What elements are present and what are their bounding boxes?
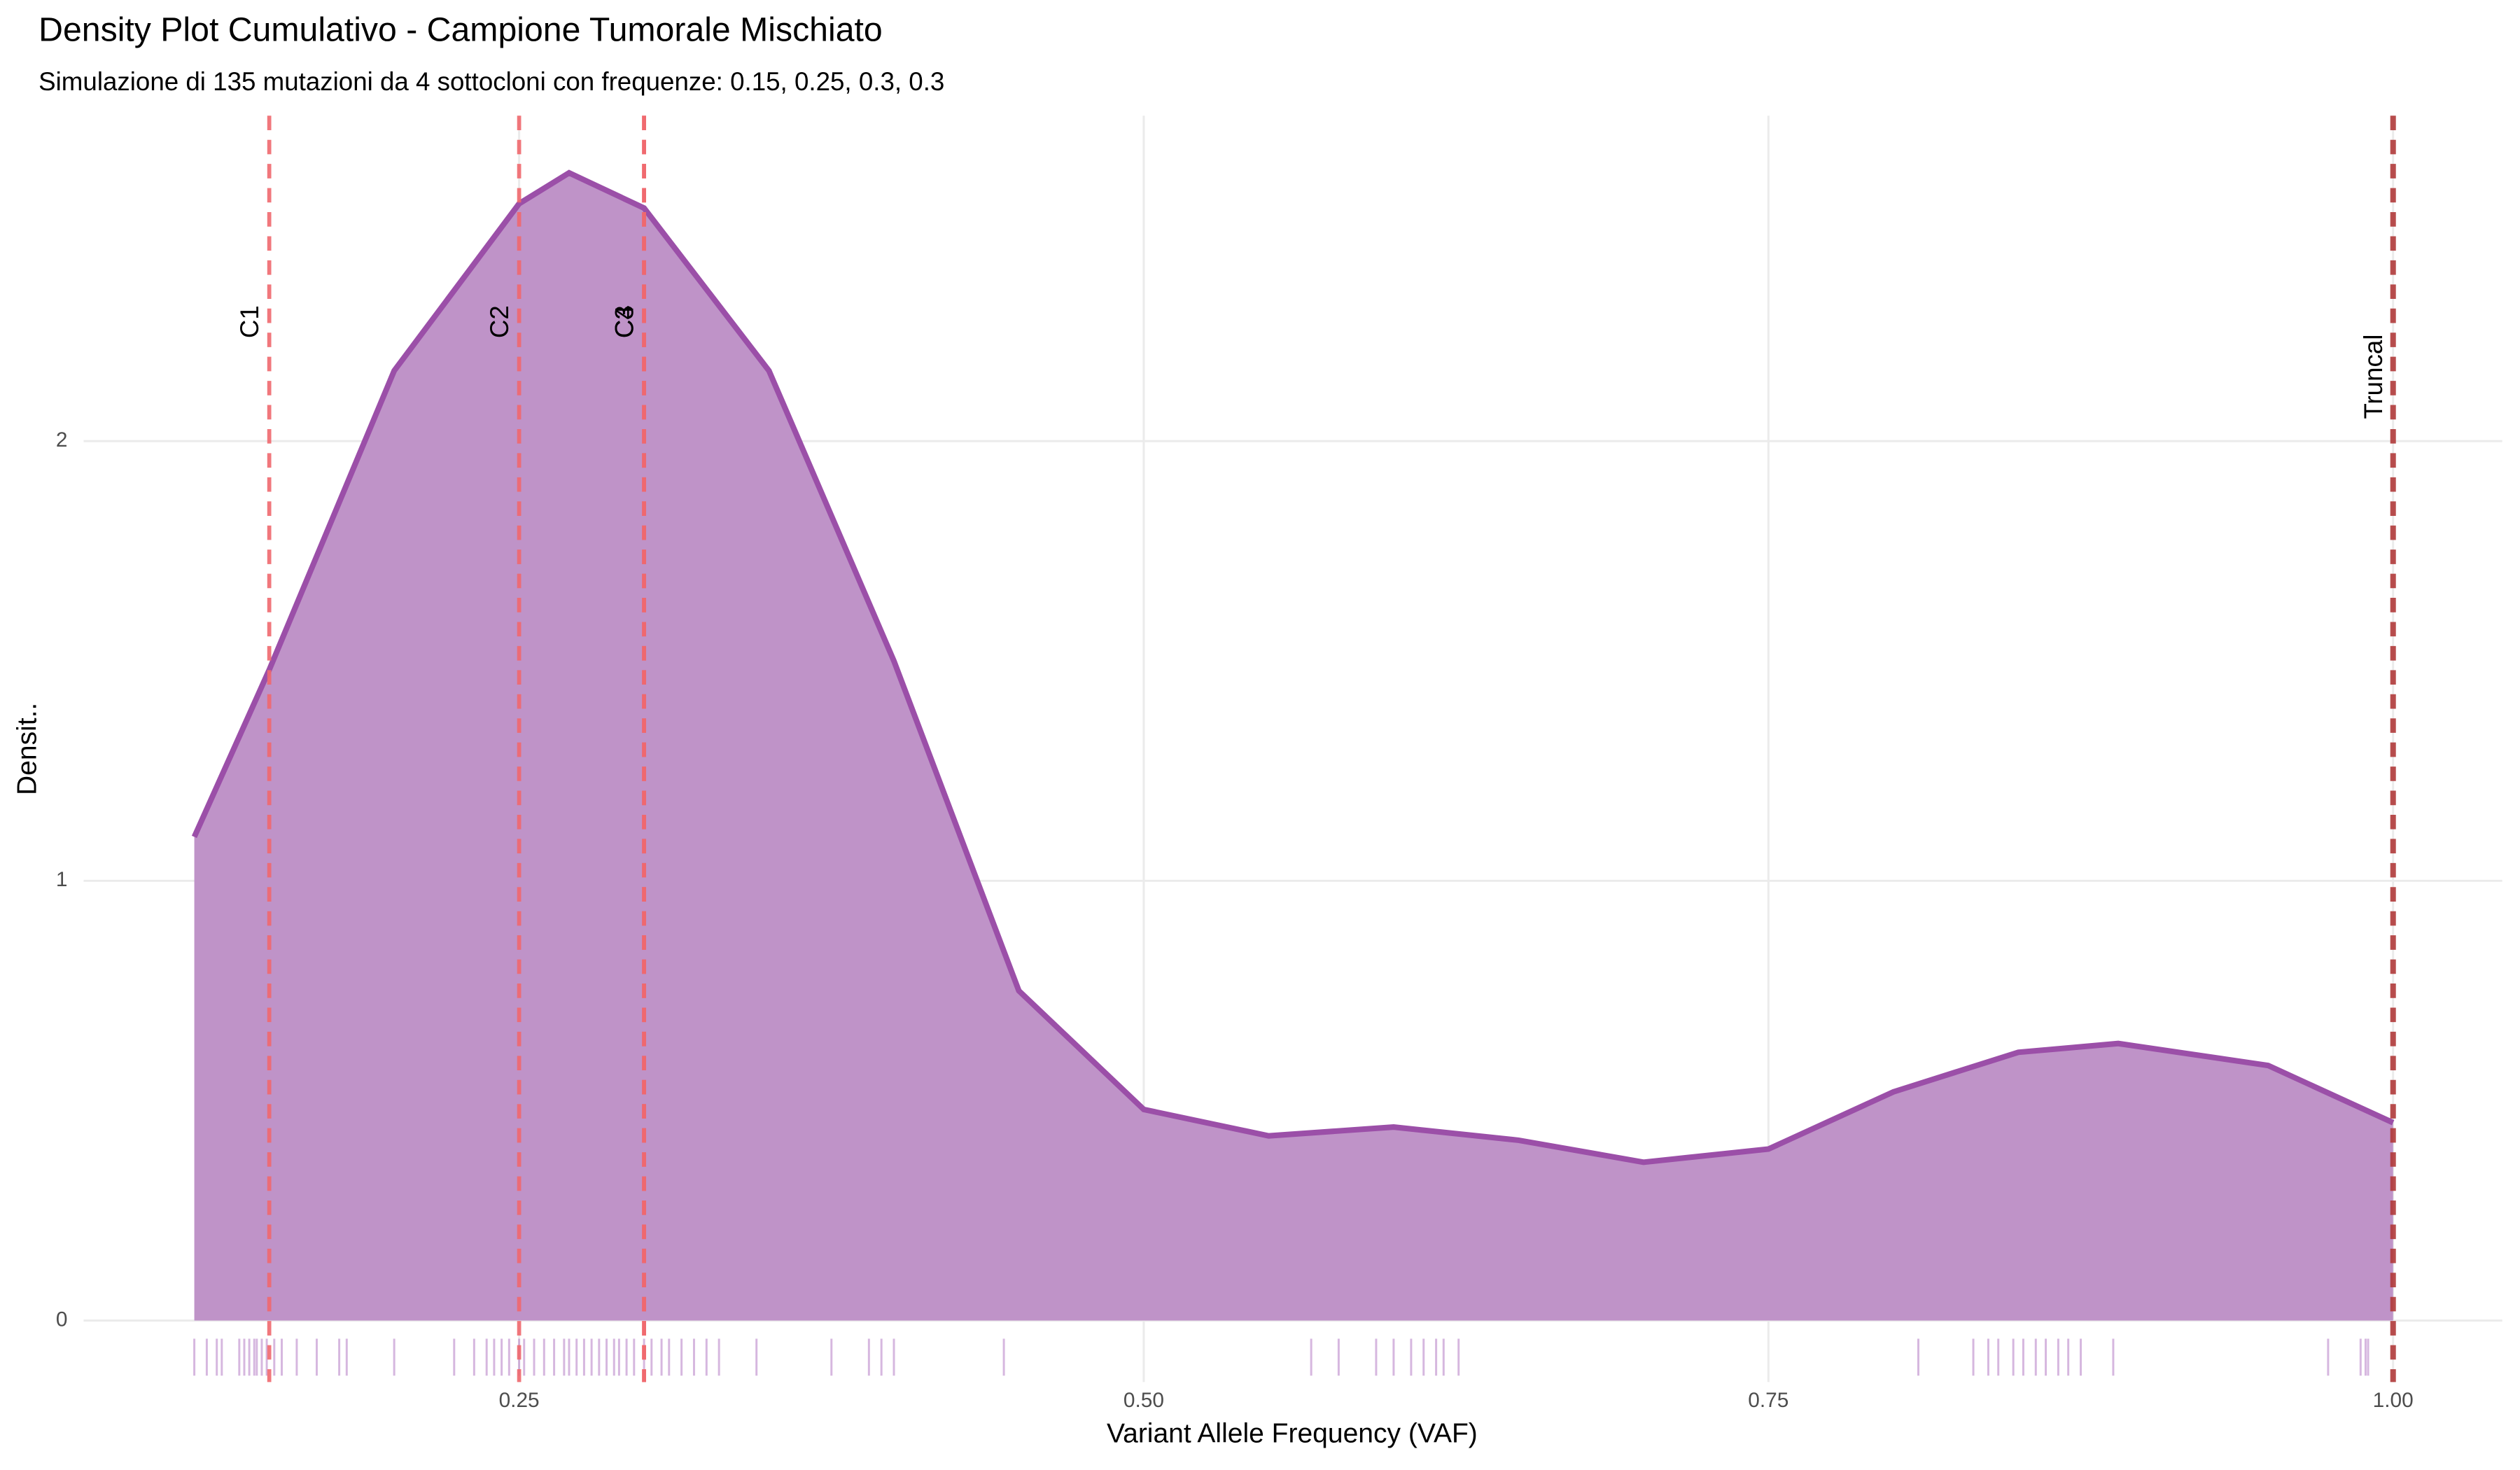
reference-label: C3 <box>610 305 639 338</box>
density-line <box>191 169 2395 1166</box>
reference-label: Truncal <box>2359 335 2388 419</box>
x-tick-label: 0.75 <box>1748 1389 1788 1412</box>
y-tick-label: 1 <box>56 868 68 891</box>
reference-label: C2 <box>485 305 514 338</box>
y-tick-label: 2 <box>56 428 68 451</box>
x-tick-label: 0.50 <box>1124 1389 1164 1412</box>
x-axis-label: Variant Allele Frequency (VAF) <box>1107 1418 1478 1448</box>
reference-label: C4 <box>610 305 639 338</box>
reference-label: C1 <box>235 305 264 338</box>
y-axis-label: Densit.. <box>13 703 43 795</box>
y-tick-label: 0 <box>56 1308 68 1331</box>
chart-subtitle: Simulazione di 135 mutazioni da 4 sottoc… <box>38 67 944 96</box>
chart-title: Density Plot Cumulativo - Campione Tumor… <box>38 11 883 49</box>
x-tick-label: 0.25 <box>499 1389 540 1412</box>
x-tick-label: 1.00 <box>2373 1389 2414 1412</box>
density-area <box>194 172 2393 1321</box>
